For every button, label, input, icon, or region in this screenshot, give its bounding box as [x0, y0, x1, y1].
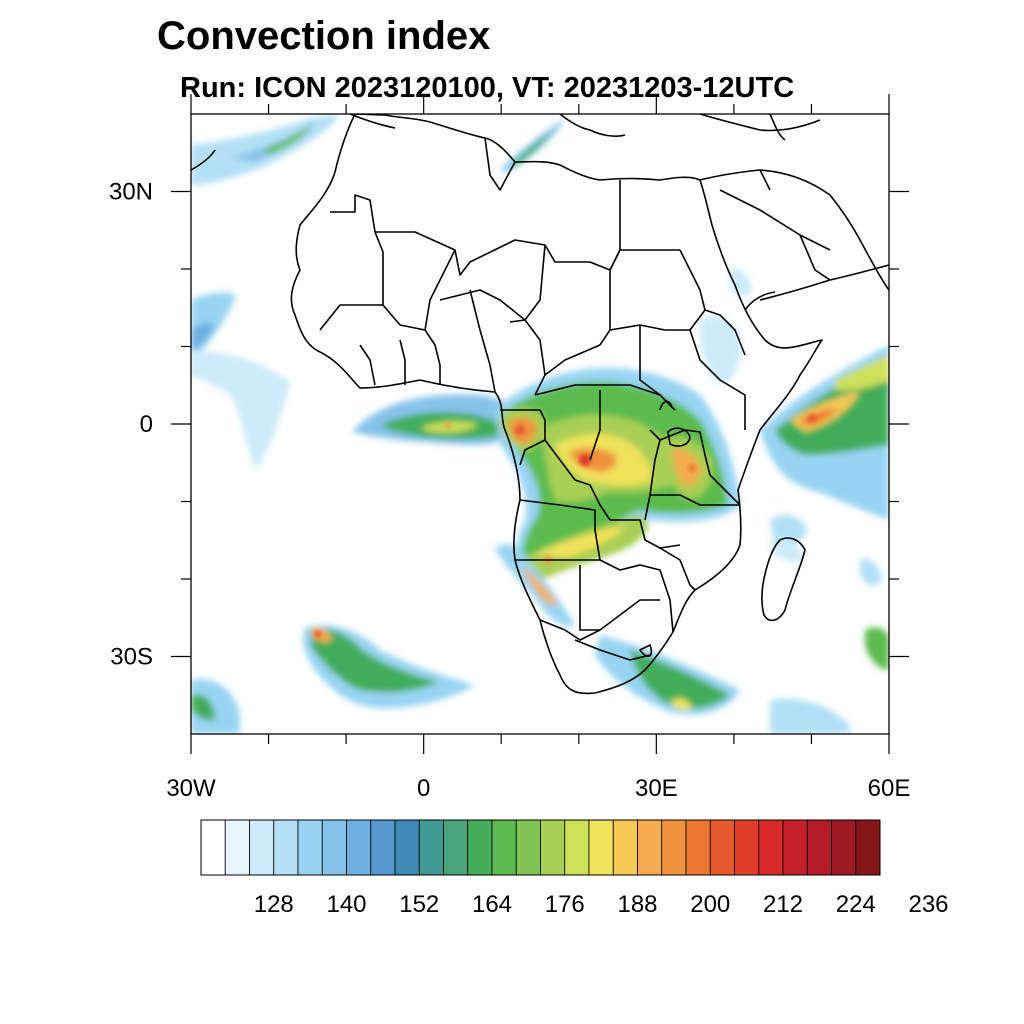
colorbar-swatch	[855, 819, 881, 876]
colorbar-swatch	[540, 819, 566, 876]
colorbar-label: 224	[836, 891, 876, 918]
colorbar-swatch	[443, 819, 469, 876]
colorbar-label: 128	[254, 891, 294, 918]
colorbar-swatch	[564, 819, 590, 876]
colorbar-swatch	[831, 819, 857, 876]
colorbar-swatch	[758, 819, 784, 876]
colorbar-swatch	[734, 819, 760, 876]
map-subtitle: Run: ICON 2023120100, VT: 20231203-12UTC	[180, 72, 795, 104]
colorbar-frame	[200, 819, 881, 876]
convection-field	[191, 114, 889, 734]
colorbar-swatch	[515, 819, 541, 876]
colorbar-swatch	[709, 819, 735, 876]
colorbar-swatch	[588, 819, 614, 876]
colorbar-swatch	[273, 819, 299, 876]
lat-tick-label: 30S	[110, 644, 153, 671]
colorbar-swatch	[394, 819, 420, 876]
axis-tick-labels: 30W 0 30E 60E 30N 0 30S	[109, 179, 910, 803]
colorbar-swatch	[491, 819, 517, 876]
colorbar-swatch	[224, 819, 250, 876]
colorbar-swatch	[418, 819, 444, 876]
colorbar-label: 140	[326, 891, 366, 918]
colorbar-swatch	[612, 819, 638, 876]
colorbar-swatch	[370, 819, 396, 876]
colorbar-swatch	[782, 819, 808, 876]
colorbar-label: 188	[617, 891, 657, 918]
colorbar-swatch	[346, 819, 372, 876]
colorbar-swatch	[467, 819, 493, 876]
lon-tick-label: 30W	[166, 775, 216, 802]
colorbar-swatch	[321, 819, 347, 876]
colorbar-swatch	[685, 819, 711, 876]
map-title: Convection index	[157, 14, 491, 58]
colorbar: 128 140 152 164 176 188 200 212 224 236	[200, 819, 949, 918]
lat-tick-label: 0	[140, 411, 153, 438]
lon-tick-label: 60E	[868, 775, 911, 802]
colorbar-label: 236	[908, 891, 948, 918]
colorbar-swatch	[661, 819, 687, 876]
country-boundaries	[191, 114, 889, 695]
colorbar-swatch	[637, 819, 663, 876]
lon-tick-label: 30E	[635, 775, 678, 802]
axis-ticks	[171, 94, 909, 754]
colorbar-label: 200	[690, 891, 730, 918]
colorbar-swatch	[200, 819, 226, 876]
colorbar-label: 164	[472, 891, 512, 918]
colorbar-label: 152	[399, 891, 439, 918]
lat-tick-label: 30N	[109, 179, 153, 206]
colorbar-swatch	[249, 819, 275, 876]
colorbar-label: 212	[763, 891, 803, 918]
colorbar-swatch	[806, 819, 832, 876]
colorbar-label: 176	[545, 891, 585, 918]
colorbar-swatch	[297, 819, 323, 876]
lon-tick-label: 0	[417, 775, 430, 802]
